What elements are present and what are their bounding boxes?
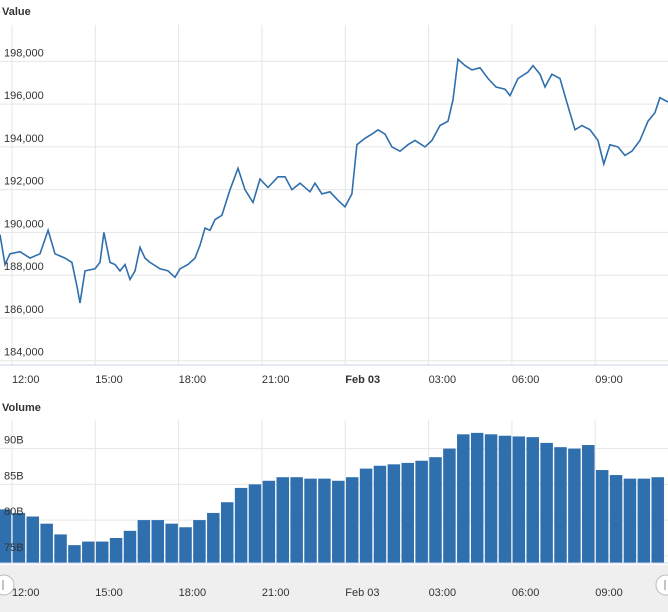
x-tick-label: 12:00 xyxy=(12,374,40,386)
x-tick-label: 09:00 xyxy=(595,374,623,386)
x-tick-label: 03:00 xyxy=(429,374,457,386)
volume-bar xyxy=(151,520,165,563)
volume-bar xyxy=(262,480,276,563)
x-tick-label: 06:00 xyxy=(512,374,540,386)
volume-bar xyxy=(373,465,387,563)
volume-bar xyxy=(276,477,290,563)
volume-bar xyxy=(290,477,303,563)
volume-bar xyxy=(554,447,567,563)
y-tick-label: 184,000 xyxy=(4,347,44,359)
x-tick-label: 21:00 xyxy=(262,374,290,386)
y-tick-label: 194,000 xyxy=(4,133,44,145)
x-tick-label: 21:00 xyxy=(262,587,290,599)
y-tick-label: 188,000 xyxy=(4,261,44,273)
volume-bar xyxy=(193,520,206,563)
x-tick-label: 06:00 xyxy=(512,587,540,599)
x-tick-label: 18:00 xyxy=(179,587,207,599)
volume-bar xyxy=(359,468,373,563)
volume-bar xyxy=(345,477,359,563)
x-tick-label: 03:00 xyxy=(429,587,457,599)
volume-bar xyxy=(123,530,137,563)
volume-bar xyxy=(540,442,553,563)
volume-bar xyxy=(68,545,81,563)
y-tick-label: 192,000 xyxy=(4,176,44,188)
volume-bar xyxy=(234,487,248,563)
volume-bar xyxy=(332,480,345,563)
volume-bar xyxy=(137,520,151,563)
volume-bar xyxy=(109,537,123,563)
y-tick-label: 186,000 xyxy=(4,304,44,316)
y-tick-label: 85B xyxy=(4,470,24,482)
volume-bar xyxy=(484,434,498,563)
volume-bar xyxy=(179,527,192,563)
x-tick-label: 18:00 xyxy=(179,374,207,386)
volume-bar xyxy=(220,502,234,563)
volume-bar xyxy=(401,462,414,563)
volume-bar xyxy=(526,437,539,563)
x-tick-label: Feb 03 xyxy=(345,374,380,386)
volume-bar xyxy=(637,478,651,563)
volume-bar xyxy=(512,436,526,563)
navigator-band xyxy=(0,565,668,612)
volume-bar xyxy=(651,477,664,563)
volume-bar xyxy=(40,523,53,563)
volume-bar xyxy=(248,484,262,563)
price-line xyxy=(0,57,668,304)
x-tick-label: 12:00 xyxy=(12,587,40,599)
volume-bar xyxy=(12,512,26,563)
x-tick-label: 15:00 xyxy=(95,374,123,386)
volume-bar xyxy=(304,478,317,563)
volume-bar xyxy=(429,457,442,563)
y-tick-label: 90B xyxy=(4,435,24,447)
volume-bar xyxy=(443,448,456,563)
volume-bar xyxy=(582,445,595,563)
volume-bar xyxy=(568,448,581,563)
volume-bar xyxy=(82,541,95,563)
volume-bar xyxy=(165,523,178,563)
y-tick-label: 80B xyxy=(4,506,24,518)
volume-bar xyxy=(415,460,428,563)
volume-bar xyxy=(623,478,637,563)
x-tick-label: 15:00 xyxy=(95,587,123,599)
volume-bar xyxy=(95,541,109,563)
panel-title: Value xyxy=(2,6,31,18)
volume-bar xyxy=(387,464,401,563)
volume-bar xyxy=(318,478,331,563)
volume-bar xyxy=(609,475,623,563)
volume-bar xyxy=(457,434,470,563)
x-tick-label: 09:00 xyxy=(595,587,623,599)
y-tick-label: 190,000 xyxy=(4,218,44,230)
volume-bar xyxy=(54,534,67,563)
volume-bar xyxy=(595,470,609,563)
volume-bar xyxy=(498,435,512,563)
y-tick-label: 75B xyxy=(4,542,24,554)
x-tick-label: Feb 03 xyxy=(345,587,379,599)
volume-bar xyxy=(470,432,484,563)
volume-bar xyxy=(26,516,40,563)
panel-title: Volume xyxy=(2,402,41,414)
volume-bar xyxy=(0,509,12,563)
y-tick-label: 198,000 xyxy=(4,47,44,59)
y-tick-label: 196,000 xyxy=(4,90,44,102)
volume-bar xyxy=(207,512,220,563)
